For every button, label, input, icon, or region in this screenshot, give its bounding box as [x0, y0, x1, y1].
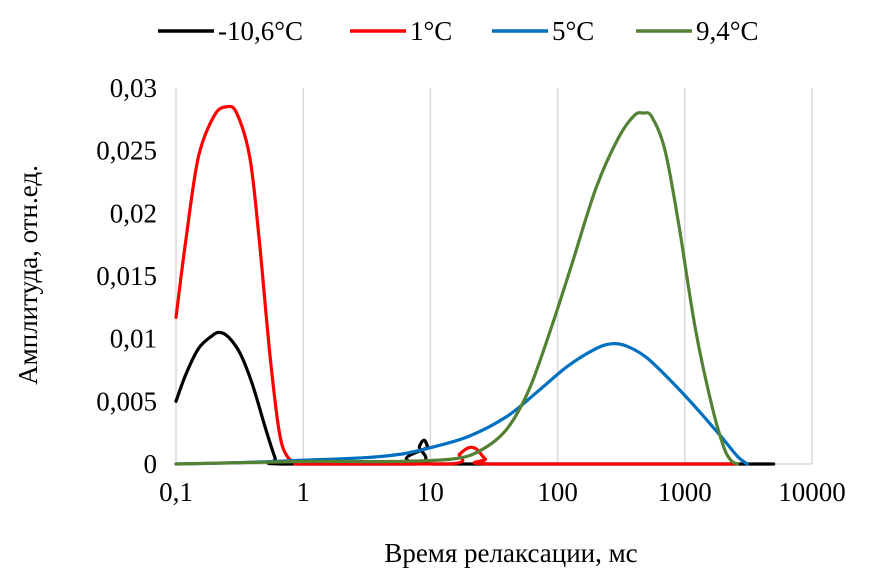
series-line	[174, 341, 749, 466]
legend: -10,6°C 1°C 5°C 9,4°C	[158, 16, 759, 46]
y-tick-label: 0	[144, 449, 158, 479]
y-axis-title: Амплитуда, отн.ед.	[13, 165, 43, 385]
grid	[175, 88, 813, 465]
legend-label: 1°C	[410, 16, 452, 46]
y-tick-label: 0,01	[110, 324, 157, 354]
x-axis-title: Время релаксации, мс	[384, 538, 637, 568]
y-tick-label: 0,025	[96, 136, 157, 166]
legend-label: -10,6°C	[218, 16, 303, 46]
x-tick-label: 100	[537, 477, 578, 507]
series-line	[174, 111, 740, 466]
y-tick-label: 0,005	[96, 386, 157, 416]
x-tick-label: 1000	[658, 477, 712, 507]
y-axis: 0 0,005 0,01 0,015 0,02 0,025 0,03	[96, 73, 157, 479]
y-tick-label: 0,02	[110, 198, 157, 228]
x-tick-label: 0,1	[159, 477, 193, 507]
series-line	[174, 330, 776, 466]
x-tick-label: 10	[417, 477, 444, 507]
x-tick-label: 1	[296, 477, 310, 507]
legend-label: 9,4°C	[696, 16, 759, 46]
y-tick-label: 0,03	[110, 73, 157, 103]
legend-label: 5°C	[552, 16, 594, 46]
y-tick-label: 0,015	[96, 261, 157, 291]
plot-area	[174, 104, 776, 466]
x-tick-label: 10000	[778, 477, 846, 507]
x-axis: 0,1 1 10 100 1000 10000	[159, 477, 846, 507]
